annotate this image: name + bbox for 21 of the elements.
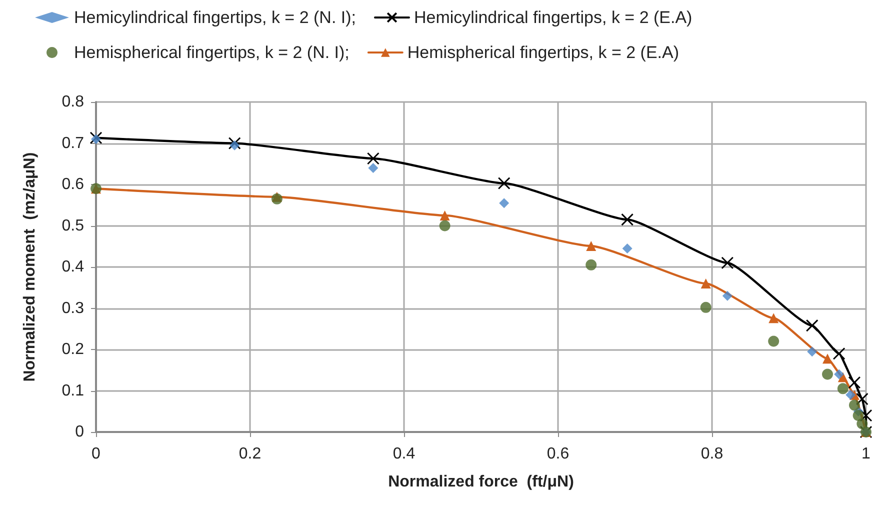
legend-label: Hemicylindrical fingertips, k = 2 (E.A) [414, 8, 692, 27]
y-tick-label: 0.8 [62, 94, 84, 110]
y-tick-label: 0.3 [62, 300, 84, 317]
y-axis-title: Normalized moment (mz/aμN) [22, 152, 38, 382]
y-tick-label: 0.1 [62, 382, 84, 400]
y-tick-label: 0.2 [62, 341, 84, 358]
legend-label: Hemicylindrical fingertips, k = 2 (N. I); [74, 8, 356, 27]
y-tick-label: 0.5 [62, 217, 84, 234]
x-tick-label: 0.2 [238, 446, 262, 462]
legend-label: Hemispherical fingertips, k = 2 (E.A) [407, 43, 680, 62]
x-axis-title: Normalized force (ft/μN) [388, 474, 574, 490]
y-tick-label: 0.4 [62, 258, 84, 276]
legend-label: Hemispherical fingertips, k = 2 (N. I); [74, 43, 350, 62]
y-tick-label: 0.7 [62, 134, 84, 152]
x-tick-label: 0 [92, 446, 101, 462]
x-tick-label: 0.6 [546, 446, 570, 462]
x-tick-label: 0.4 [392, 446, 416, 462]
y-tick-label: 0.6 [62, 176, 84, 193]
y-tick-label: 0 [75, 424, 84, 440]
x-tick-label: 1 [862, 446, 871, 462]
x-tick-label: 0.8 [700, 446, 724, 462]
